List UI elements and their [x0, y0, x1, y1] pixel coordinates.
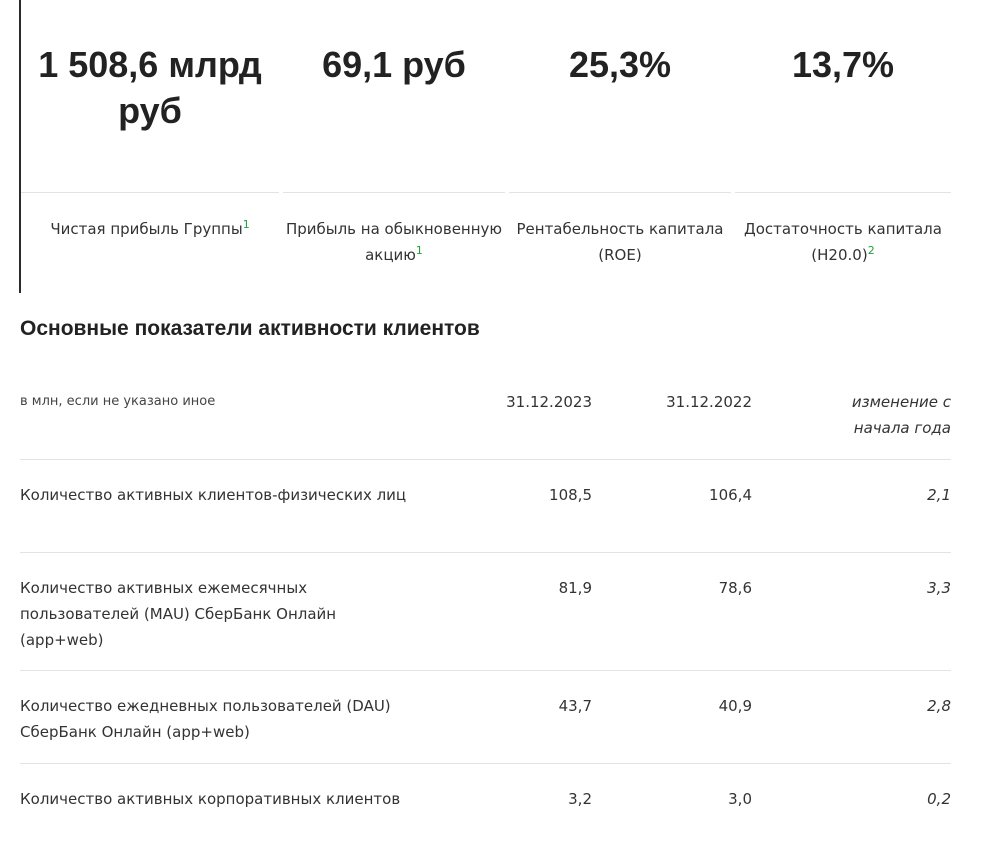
- metric-divider: [735, 192, 951, 193]
- column-header-change: изменение с начала года: [851, 393, 951, 437]
- metric-net-profit-label: Чистая прибыль Группы1: [21, 216, 279, 242]
- row-value-2022: 40,9: [718, 697, 752, 715]
- metric-label-text: Прибыль на обыкновенную акцию: [285, 220, 503, 264]
- metric-capital-adequacy-value: 13,7%: [791, 44, 895, 85]
- row-label: Количество активных клиентов-физических …: [20, 486, 407, 504]
- row-value-2023: 3,2: [568, 790, 592, 808]
- row-value-2022: 106,4: [709, 486, 752, 504]
- table-row: Количество активных корпоративных клиент…: [20, 763, 951, 845]
- metric-roe-label: Рентабельность капитала (ROE): [509, 216, 731, 268]
- row-label: Количество ежедневных пользователей (DAU…: [20, 697, 391, 741]
- column-header-2022: 31.12.2022: [666, 393, 752, 411]
- metric-net-profit-value: 1 508,6 млрд руб: [38, 44, 262, 131]
- left-border-line: [19, 0, 21, 293]
- metric-divider: [283, 192, 505, 193]
- metric-label-text: Рентабельность капитала (ROE): [516, 220, 724, 264]
- metric-roe-value: 25,3%: [568, 44, 672, 85]
- metric-divider: [509, 192, 731, 193]
- section-title: Основные показатели активности клиентов: [20, 317, 480, 340]
- client-activity-table: Количество активных клиентов-физических …: [20, 459, 951, 845]
- metric-label-text: Чистая прибыль Группы: [50, 220, 243, 238]
- footnote-marker[interactable]: 1: [242, 218, 250, 231]
- footnote-marker[interactable]: 2: [867, 244, 875, 257]
- table-row: Количество ежедневных пользователей (DAU…: [20, 670, 951, 763]
- row-value-2023: 43,7: [558, 697, 592, 715]
- table-row: Количество активных ежемесячных пользова…: [20, 552, 951, 670]
- row-label: Количество активных корпоративных клиент…: [20, 790, 401, 808]
- metric-eps-label: Прибыль на обыкновенную акцию1: [283, 216, 505, 268]
- row-value-2023: 81,9: [558, 579, 592, 597]
- row-value-2022: 3,0: [728, 790, 752, 808]
- column-header-2023: 31.12.2023: [506, 393, 592, 411]
- row-label: Количество активных ежемесячных пользова…: [20, 579, 337, 649]
- row-value-change: 0,2: [927, 790, 951, 808]
- metric-divider: [21, 192, 279, 193]
- metric-capital-adequacy-label: Достаточность капитала (Н20.0)2: [735, 216, 951, 268]
- row-value-change: 2,1: [927, 486, 951, 504]
- table-unit-note: в млн, если не указано иное: [20, 394, 216, 409]
- row-value-2022: 78,6: [718, 579, 752, 597]
- metric-eps-value: 69,1 руб: [322, 44, 466, 85]
- footnote-marker[interactable]: 1: [415, 244, 423, 257]
- table-row: Количество активных клиентов-физических …: [20, 459, 951, 552]
- row-value-2023: 108,5: [549, 486, 592, 504]
- metric-label-text: Достаточность капитала (Н20.0): [744, 220, 942, 264]
- row-value-change: 2,8: [927, 697, 951, 715]
- row-value-change: 3,3: [927, 579, 951, 597]
